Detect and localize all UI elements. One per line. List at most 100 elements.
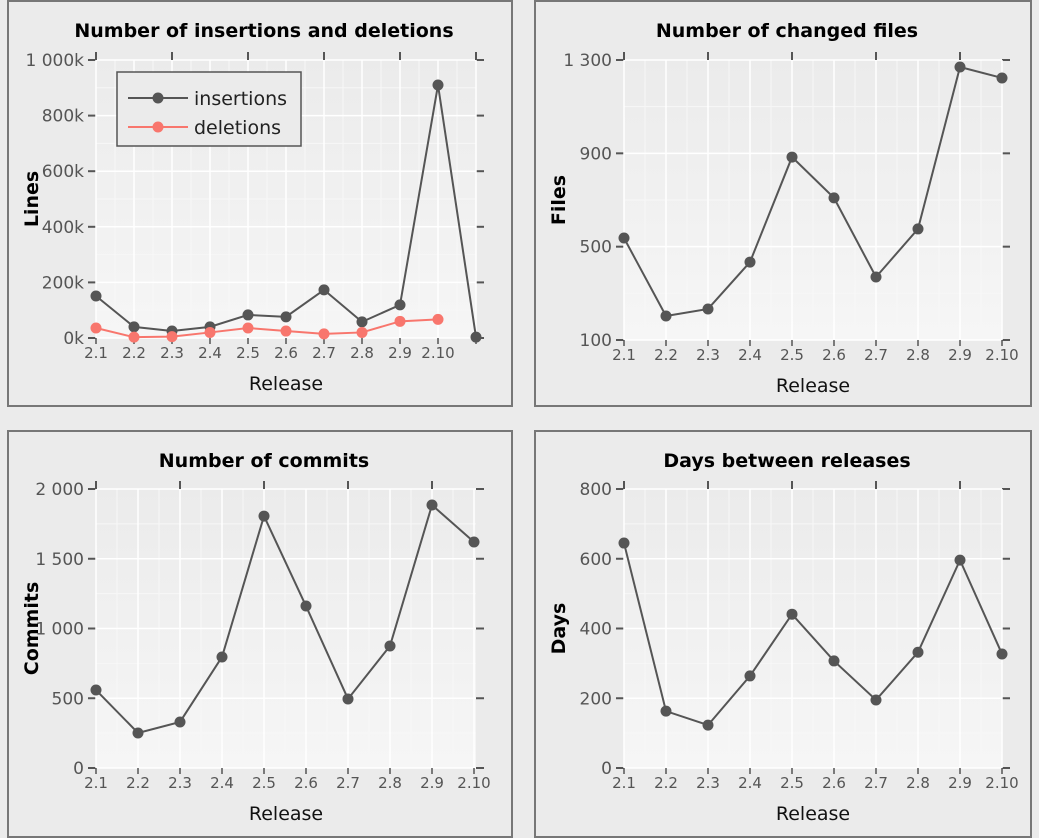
y-tick-label: 2 000 [35,480,84,500]
x-tick-label: 2.9 [948,346,972,364]
series-line [95,503,475,735]
data-point [702,719,714,731]
y-tick-label: 600k [42,162,84,182]
data-point [786,151,798,163]
x-tick-label: 2.6 [822,774,846,792]
y-tick-label: 0 [73,759,84,779]
chart-title: Days between releases [663,450,910,472]
x-tick-label: 2.5 [780,774,804,792]
chart-title: Number of insertions and deletions [74,20,453,42]
chart-days-between-releases: 2.10 2.9 2.8 2.7 2.6 2.5 2.4 2.3 2.2 2.1 800 600 400… [534,430,1032,838]
y-axis-label: Files [548,175,570,225]
x-tick-label: 2.5 [236,344,260,362]
data-point [384,640,396,652]
x-axis-label: Release [776,375,850,397]
data-point [828,655,840,667]
data-point [786,608,798,620]
data-point [912,646,924,658]
chart-insertions-deletions: 2.10 2.9 2.8 2.7 2.6 2.5 2.4 2.3 2.2 2.1 1 000k 800… [7,0,513,407]
y-tick-label: 500 [580,238,612,258]
x-tick-label: 2.10 [421,344,454,362]
data-point [912,223,924,235]
data-point [166,331,178,343]
x-tick-label: 2.9 [388,344,412,362]
legend-box [116,71,302,147]
data-point [660,310,672,322]
data-point [258,510,270,522]
y-tick-label: 1 000 [35,620,84,640]
data-point [204,326,216,338]
chart-title: Number of commits [159,450,369,472]
x-tick-label: 2.3 [696,774,720,792]
y-tick-label: 1 000k [25,51,84,71]
data-point [356,326,368,338]
y-tick-label: 200 [580,689,612,709]
data-point [744,256,756,268]
data-point [618,232,630,244]
x-tick-label: 2.2 [654,774,678,792]
x-tick-label: 2.3 [168,774,192,792]
x-tick-label: 2.2 [122,344,146,362]
chart-changed-files: 2.10 2.9 2.8 2.7 2.6 2.5 2.4 2.3 2.2 2.1 1 300 900 5… [534,0,1032,407]
y-tick-label: 900 [580,144,612,164]
y-tick-label: 200k [42,273,84,293]
data-point [954,61,966,73]
data-point [128,331,140,343]
data-point [828,192,840,204]
series-line [95,318,439,339]
x-tick-label: 2.5 [252,774,276,792]
data-point [90,290,102,302]
data-point [394,299,406,311]
x-axis-label: Release [249,373,323,395]
y-tick-label: 0 [601,759,612,779]
data-point [242,322,254,334]
data-point [90,684,102,696]
x-tick-label: 2.4 [738,774,762,792]
x-tick-label: 2.7 [864,774,888,792]
x-tick-label: 2.4 [210,774,234,792]
data-point [870,271,882,283]
x-tick-label: 2.1 [612,346,636,364]
x-axis-label: Release [776,803,850,825]
legend-label: insertions [194,88,287,110]
y-tick-label: 1 500 [35,550,84,570]
x-tick-label: 2.10 [985,346,1018,364]
x-tick-label: 2.3 [160,344,184,362]
x-tick-label: 2.4 [738,346,762,364]
y-tick-label: 100 [580,331,612,351]
data-point [954,554,966,566]
data-point [660,705,672,717]
legend-marker [152,92,164,104]
x-tick-label: 2.6 [822,346,846,364]
x-tick-label: 2.1 [84,344,108,362]
data-point [280,325,292,337]
data-point [242,309,254,321]
x-tick-label: 2.2 [654,346,678,364]
y-tick-label: 0k [63,329,84,349]
x-tick-label: 2.10 [985,774,1018,792]
y-tick-label: 400 [580,620,612,640]
y-tick-label: 1 300 [563,51,612,71]
x-tick-label: 2.1 [612,774,636,792]
data-point [90,322,102,334]
y-axis-label: Lines [21,171,43,227]
y-axis-label: Commits [21,582,43,676]
legend-marker [152,121,164,133]
data-point [342,693,354,705]
y-axis-label: Days [548,603,570,655]
data-point [174,716,186,728]
y-tick-label: 500 [52,689,84,709]
data-point [318,328,330,340]
data-point [356,316,368,328]
chart-commits: 2.10 2.9 2.8 2.7 2.6 2.5 2.4 2.3 2.2 2.1 2 000 1 50… [7,430,513,838]
y-tick-label: 600 [580,550,612,570]
x-tick-label: 2.7 [336,774,360,792]
data-point [618,537,630,549]
data-point [432,79,444,91]
data-point [426,499,438,511]
x-tick-label: 2.6 [274,344,298,362]
x-tick-label: 2.2 [126,774,150,792]
x-tick-label: 2.4 [198,344,222,362]
x-axis-label: Release [249,803,323,825]
